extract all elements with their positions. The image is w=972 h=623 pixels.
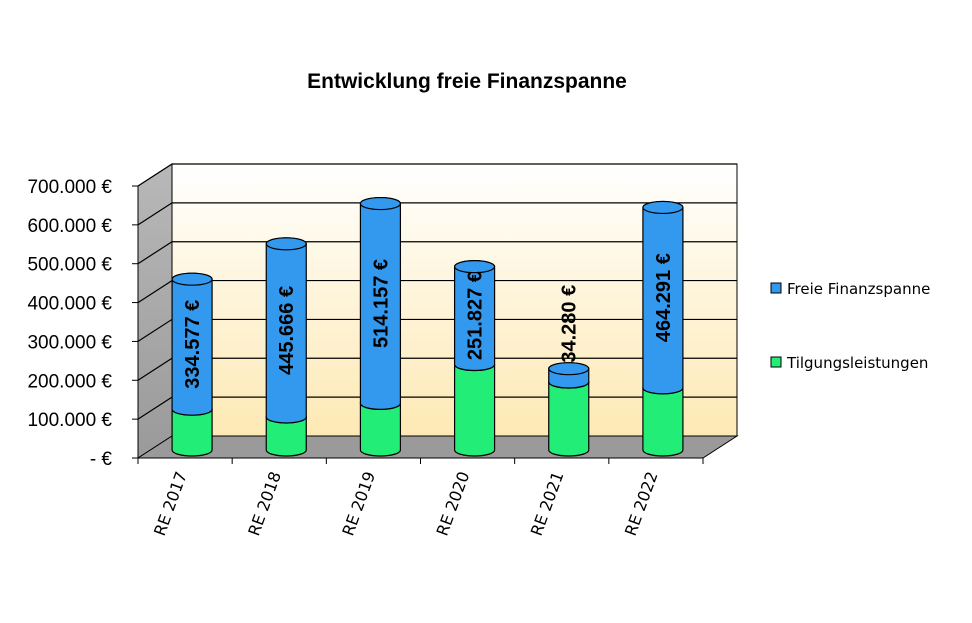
data-label: 334.577 € [182,300,204,389]
data-label: 464.291 € [653,253,675,342]
x-tick-label: RE 2020 [433,469,474,538]
grid-line [137,202,737,226]
cylinder-top [265,237,307,251]
x-tick-label: RE 2021 [527,469,568,538]
y-axis: - € 100.000 € 200.000 € 300.000 € 400.000 € 5… [27,177,139,470]
x-tick-label: RE 2022 [621,469,662,538]
cylinder-top [359,196,402,211]
bar-freie [359,196,402,410]
x-tick-label: RE 2017 [150,469,191,538]
cylinder-top [642,200,684,215]
legend-label: Tilgungsleistungen [786,354,928,372]
y-tick-label: 400.000 € [27,294,112,315]
bar-freie [548,362,590,389]
cylinder-top [171,272,213,286]
y-tick-label: 100.000 € [27,410,112,431]
data-label: 445.666 € [276,286,298,375]
cylinder-top [453,260,496,274]
y-tick-label: 700.000 € [27,177,112,198]
grid-line [137,241,737,265]
legend-label: Freie Finanzspanne [787,280,930,298]
data-label: 34.280 € [559,285,581,363]
y-tick-label: 500.000 € [27,255,112,276]
bar-freie [265,237,307,424]
data-label: 251.827 € [465,271,487,360]
grid-line [137,163,737,187]
bar-freie [642,200,684,395]
bar-freie [453,260,496,372]
y-tick-label: - € [90,449,113,470]
legend: Freie Finanzspanne Tilgungsleistungen [770,280,930,372]
bar-freie [171,272,213,416]
bar-tilgung [453,357,496,457]
y-tick-label: 300.000 € [27,332,112,353]
x-tick-label: RE 2019 [338,469,379,538]
x-tick-label: RE 2018 [244,469,285,538]
cylinder-body [453,357,496,457]
chart-title: Entwicklung freie Finanzspanne [307,70,627,93]
x-axis: RE 2017 RE 2018 RE 2019 RE 2020 RE 2021 RE 20… [137,457,704,538]
legend-swatch [770,356,782,368]
legend-swatch [770,282,782,294]
side-wall [137,163,173,459]
y-tick-label: 200.000 € [27,371,112,392]
y-tick-label: 600.000 € [27,216,112,237]
data-label: 514.157 € [370,259,392,348]
bars: 334.577 € 445.666 € 514.157 € 251.827 € 34.2… [171,196,684,457]
cylinder-top [548,362,590,376]
